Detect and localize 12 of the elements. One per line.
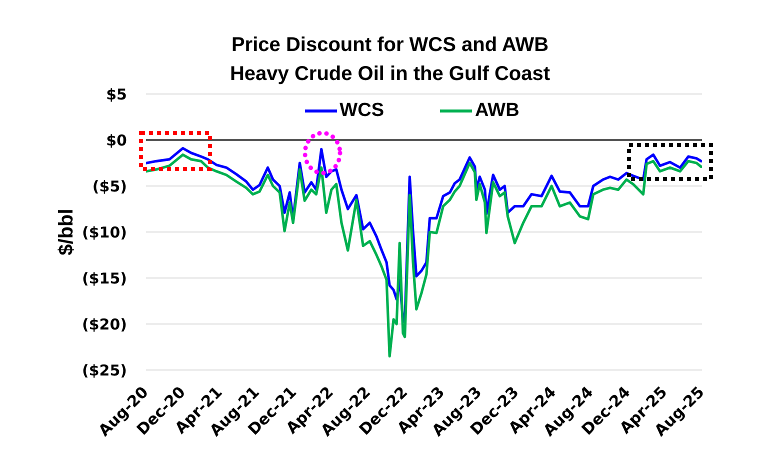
- line-series: [146, 153, 702, 358]
- legend-label: AWB: [475, 100, 520, 122]
- y-tick-label: ($25): [82, 361, 127, 380]
- y-tick-label: ($20): [82, 315, 127, 334]
- legend-label: WCS: [340, 100, 384, 122]
- y-tick-label: $5: [106, 85, 127, 104]
- y-tick-label: ($15): [82, 269, 127, 288]
- chart-title: Price Discount for WCS and AWB Heavy Crude Oil in the Gulf Coast: [230, 34, 550, 85]
- y-tick-label: ($10): [82, 223, 127, 242]
- y-axis-title: $/bbl: [56, 208, 78, 256]
- y-tick-label: $0: [106, 131, 127, 150]
- y-tick-label: ($5): [92, 177, 127, 196]
